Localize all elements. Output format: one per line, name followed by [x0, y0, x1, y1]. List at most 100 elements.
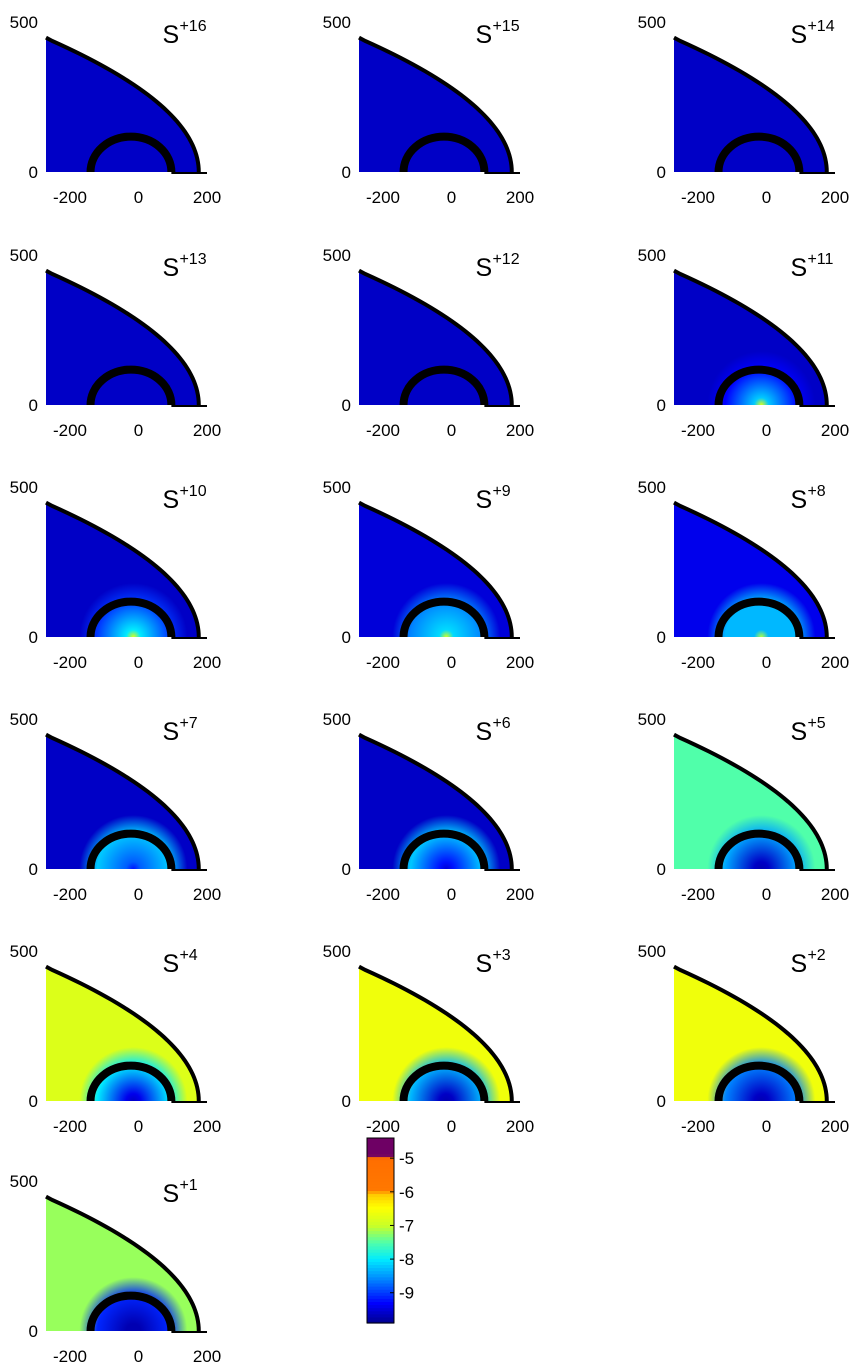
colorbar-segment — [367, 1190, 394, 1195]
colorbar-frame — [366, 1137, 395, 1324]
x-tick-label: -200 — [366, 1117, 400, 1136]
panel-fill — [359, 734, 512, 869]
x-tick-label: 200 — [821, 421, 849, 440]
ion-charge: +2 — [807, 947, 825, 964]
colorbar-segment — [367, 1196, 394, 1201]
panel-splus10: 0 500 -200 0 200 S +10 — [10, 478, 222, 672]
panel-fill — [674, 734, 827, 869]
colorbar-tick-label: -9 — [399, 1284, 414, 1303]
colorbar-segment — [367, 1252, 394, 1256]
colorbar-segment — [367, 1215, 394, 1219]
ion-label: S — [475, 718, 492, 746]
ion-label: S — [162, 950, 179, 978]
x-tick-label: 0 — [762, 188, 771, 207]
x-tick-label: 200 — [506, 885, 534, 904]
y-tick-label: 0 — [29, 1092, 38, 1111]
colorbar-segment — [367, 1319, 394, 1324]
colorbar-tick-label: -8 — [399, 1250, 414, 1269]
panel-fill — [46, 734, 199, 869]
ion-charge: +12 — [492, 251, 519, 268]
colorbar-segment — [367, 1168, 394, 1173]
ion-charge: +4 — [179, 947, 197, 964]
x-tick-label: -200 — [53, 885, 87, 904]
shock-boundary — [673, 732, 829, 870]
inner-boundary-arc — [86, 1291, 176, 1332]
ion-label: S — [475, 950, 492, 978]
x-tick-label: -200 — [366, 421, 400, 440]
panel-fill — [359, 966, 512, 1101]
shock-boundary — [673, 500, 829, 638]
ion-label: S — [162, 486, 179, 514]
ion-label: S — [790, 254, 807, 282]
y-tick-label: 500 — [10, 710, 38, 729]
ion-label: S — [162, 1180, 179, 1208]
panel-fill — [674, 502, 827, 637]
colorbar-segment — [367, 1286, 394, 1290]
colorbar-segment — [367, 1295, 394, 1299]
colorbar-segment — [367, 1205, 394, 1210]
y-tick-label: 0 — [657, 396, 666, 415]
panel-splus14: 0 500 -200 0 200 S +14 — [638, 13, 850, 207]
colorbar-segment — [367, 1267, 394, 1272]
colorbar-segment — [367, 1310, 394, 1315]
inner-boundary-arc — [399, 132, 489, 173]
colorbar-segment — [367, 1202, 394, 1207]
panel-splus16: 0 500 -200 0 200 S +16 — [10, 13, 222, 207]
panel-splus8: 0 500 -200 0 200 S +8 — [638, 478, 850, 672]
panel-splus1: 0 500 -200 0 200 S +1 — [10, 1172, 222, 1363]
x-tick-label: 200 — [506, 653, 534, 672]
colorbar-segment — [367, 1171, 394, 1176]
colorbar-segment — [367, 1245, 394, 1250]
y-tick-label: 0 — [657, 860, 666, 879]
x-tick-label: 200 — [821, 653, 849, 672]
colorbar-tick-label: -6 — [399, 1183, 414, 1202]
inner-boundary-arc — [714, 365, 804, 406]
inner-boundary-arc — [86, 365, 176, 406]
x-tick-label: 200 — [193, 421, 221, 440]
y-tick-label: 0 — [657, 1092, 666, 1111]
y-tick-label: 500 — [10, 478, 38, 497]
panel-fill — [46, 1196, 199, 1331]
y-tick-label: 0 — [29, 396, 38, 415]
panel-fill — [674, 270, 827, 405]
panel-splus11: 0 500 -200 0 200 S +11 — [638, 246, 850, 440]
x-tick-label: 200 — [821, 885, 849, 904]
panel-splus7: 0 500 -200 0 200 S +7 — [10, 710, 222, 904]
ion-charge: +14 — [807, 18, 834, 35]
shock-boundary — [358, 732, 514, 870]
colorbar-segment — [367, 1230, 394, 1235]
colorbar-segment — [367, 1313, 394, 1318]
ion-label: S — [162, 21, 179, 49]
colorbar-segment — [367, 1258, 394, 1262]
y-tick-label: 500 — [10, 13, 38, 32]
inner-boundary-arc — [86, 132, 176, 173]
colorbar-segment — [367, 1141, 394, 1145]
shock-boundary — [45, 1194, 201, 1332]
colorbar-segment — [367, 1292, 394, 1296]
y-tick-label: 0 — [657, 628, 666, 647]
x-tick-label: 200 — [193, 188, 221, 207]
ion-charge: +6 — [492, 715, 510, 732]
x-tick-label: 0 — [447, 653, 456, 672]
y-tick-label: 500 — [323, 710, 351, 729]
colorbar-segment — [367, 1282, 394, 1287]
x-tick-label: 200 — [506, 188, 534, 207]
y-tick-label: 500 — [323, 246, 351, 265]
colorbar-segment — [367, 1153, 394, 1158]
colorbar-tick-label: -5 — [399, 1149, 414, 1168]
x-tick-label: 0 — [134, 885, 143, 904]
x-tick-label: 200 — [193, 653, 221, 672]
y-tick-label: 500 — [323, 13, 351, 32]
shock-boundary — [45, 500, 201, 638]
ion-charge: +7 — [179, 715, 197, 732]
panel-splus9: 0 500 -200 0 200 S +9 — [323, 478, 535, 672]
colorbar: -5 -6 -7 -8 -9 — [366, 1137, 414, 1324]
shock-boundary — [673, 964, 829, 1102]
colorbar-segment — [367, 1150, 394, 1155]
inner-boundary-arc — [399, 597, 489, 638]
ion-label: S — [475, 486, 492, 514]
shock-boundary — [358, 500, 514, 638]
colorbar-segment — [367, 1165, 394, 1170]
x-tick-label: -200 — [366, 885, 400, 904]
